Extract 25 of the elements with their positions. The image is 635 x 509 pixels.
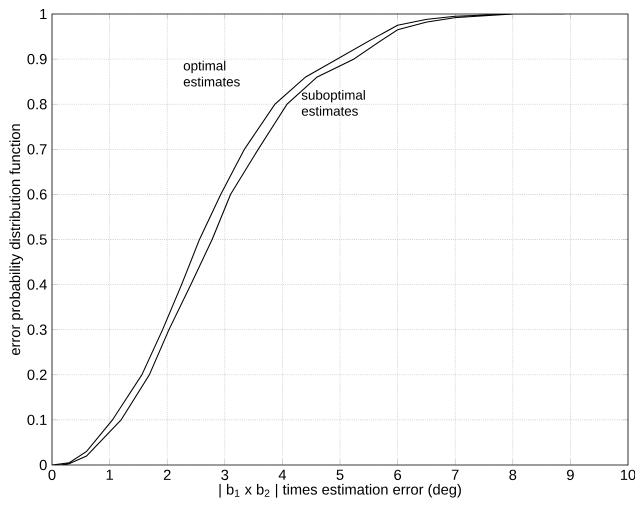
y-tick-label: 0.8: [27, 99, 47, 110]
y-tick-label: 0.2: [27, 370, 47, 380]
y-tick-label: 0.6: [27, 189, 47, 200]
x-tick-label: 7: [452, 470, 459, 480]
x-tick-label: 2: [164, 470, 171, 480]
y-tick-label: 0.1: [27, 414, 47, 426]
y-tick-label: 0.4: [27, 279, 47, 290]
x-tick-label: 8: [509, 470, 516, 480]
y-axis-title: error probability distribution function: [9, 124, 24, 356]
y-tick-label: 0.5: [27, 234, 47, 245]
y-tick-label: 1: [40, 8, 47, 20]
x-tick-label: 1: [106, 470, 113, 480]
x-tick-label: 0: [48, 470, 56, 480]
x-tick-label: 5: [336, 470, 344, 480]
x-tick-label: 9: [567, 470, 574, 480]
x-tick-label: 3: [221, 470, 228, 480]
y-tick-label: 0.9: [27, 54, 47, 64]
x-axis-title: | b$_{1}$ x b$_{2}$ | times estimation error (deg): [219, 484, 461, 498]
series-label: suboptimal estimates: [302, 90, 365, 116]
y-tick-label: 0.3: [27, 324, 47, 335]
text: optimal estimates: [184, 60, 240, 86]
x-tick-label: 6: [394, 470, 402, 480]
y-tick-label: 0: [40, 460, 47, 470]
y-tick-label: 0.7: [27, 144, 47, 154]
x-tick-label: 4: [278, 470, 286, 480]
